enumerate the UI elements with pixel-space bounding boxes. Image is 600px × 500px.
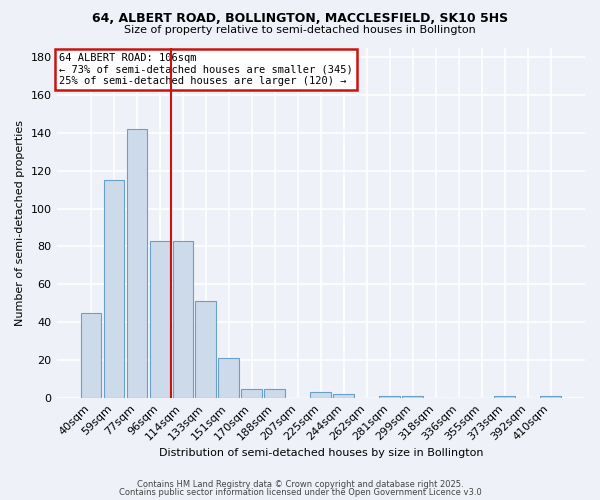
Bar — [127, 129, 147, 398]
Bar — [149, 241, 170, 398]
Text: Size of property relative to semi-detached houses in Bollington: Size of property relative to semi-detach… — [124, 25, 476, 35]
Text: 64, ALBERT ROAD, BOLLINGTON, MACCLESFIELD, SK10 5HS: 64, ALBERT ROAD, BOLLINGTON, MACCLESFIEL… — [92, 12, 508, 26]
Text: 64 ALBERT ROAD: 106sqm
← 73% of semi-detached houses are smaller (345)
25% of se: 64 ALBERT ROAD: 106sqm ← 73% of semi-det… — [59, 53, 353, 86]
Bar — [494, 396, 515, 398]
Bar — [265, 388, 285, 398]
Bar — [334, 394, 354, 398]
Bar — [540, 396, 561, 398]
Bar — [104, 180, 124, 398]
Bar — [218, 358, 239, 398]
Bar — [173, 241, 193, 398]
Bar — [196, 302, 216, 398]
Bar — [80, 313, 101, 398]
Bar — [379, 396, 400, 398]
Bar — [403, 396, 423, 398]
Text: Contains public sector information licensed under the Open Government Licence v3: Contains public sector information licen… — [119, 488, 481, 497]
Bar — [241, 388, 262, 398]
X-axis label: Distribution of semi-detached houses by size in Bollington: Distribution of semi-detached houses by … — [158, 448, 483, 458]
Y-axis label: Number of semi-detached properties: Number of semi-detached properties — [15, 120, 25, 326]
Text: Contains HM Land Registry data © Crown copyright and database right 2025.: Contains HM Land Registry data © Crown c… — [137, 480, 463, 489]
Bar — [310, 392, 331, 398]
